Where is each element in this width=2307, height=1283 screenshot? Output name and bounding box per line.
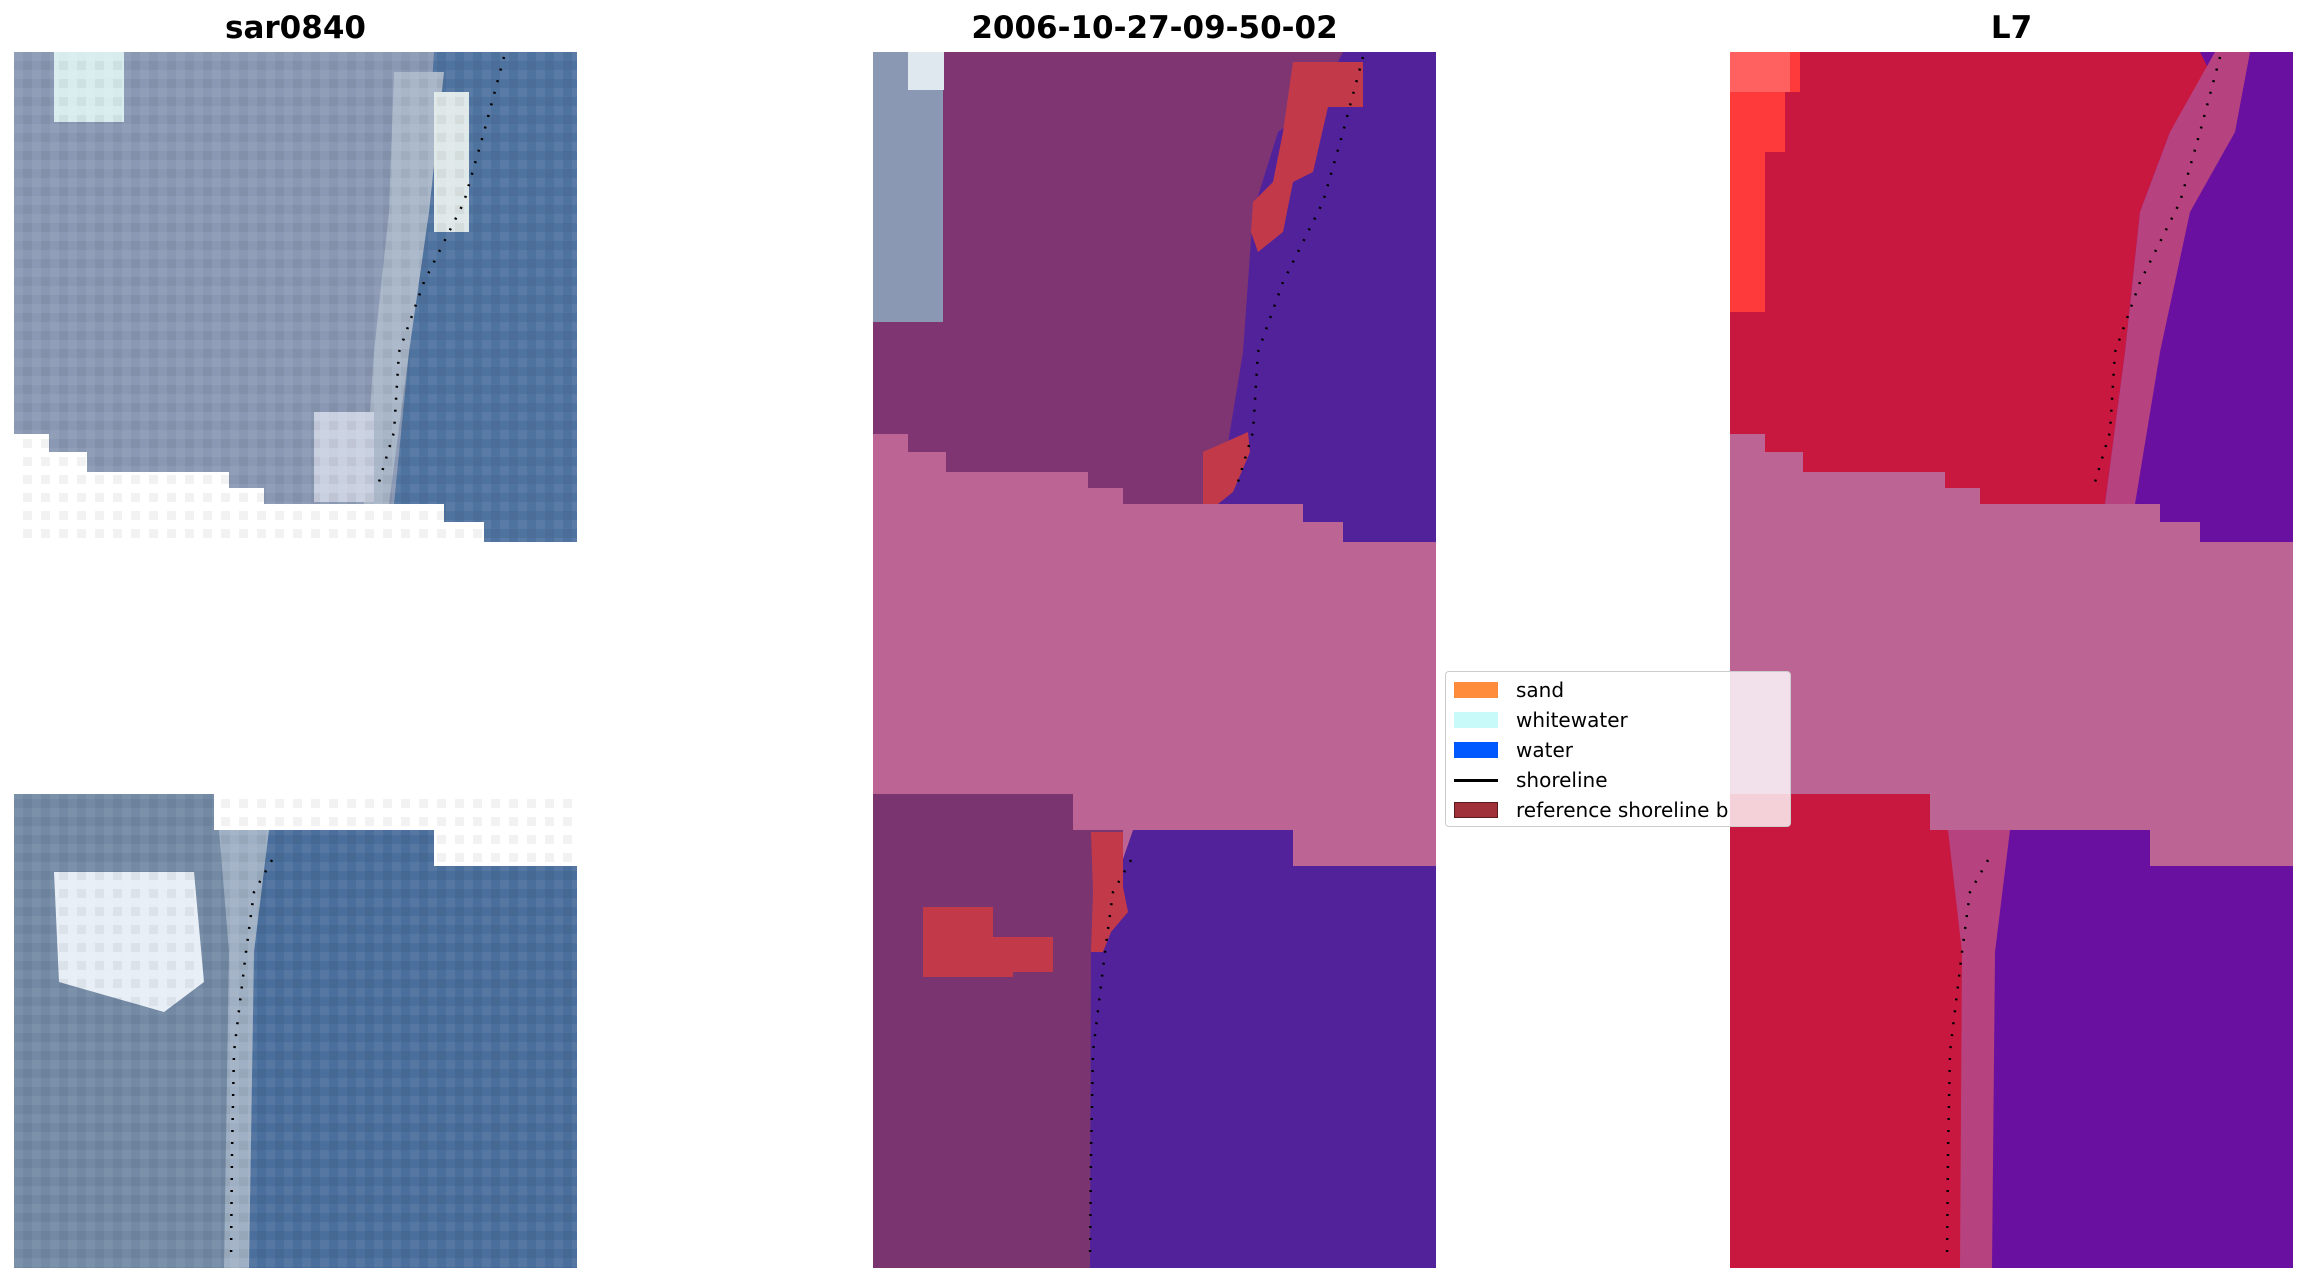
legend-line-shoreline	[1454, 778, 1498, 782]
legend-label-water: water	[1516, 738, 1573, 762]
legend-label-whitewater: whitewater	[1516, 708, 1628, 732]
legend-item-whitewater: whitewater	[1454, 707, 1628, 733]
class-water-upper	[1218, 52, 1436, 542]
legend-label-shoreline: shoreline	[1516, 768, 1608, 792]
legend-item-shoreline: shoreline	[1454, 767, 1608, 793]
panel-title-classification: 2006-10-27-09-50-02	[971, 10, 1338, 46]
nir-beach-upper	[2105, 52, 2250, 504]
class-land-lower	[873, 794, 1123, 1268]
nir-image-panel	[1730, 52, 2293, 1268]
legend-swatch-reference-shoreline	[1454, 802, 1498, 818]
rgb-image	[14, 52, 577, 1268]
legend-item-reference-shoreline: reference shoreline b	[1454, 797, 1728, 823]
legend: sand whitewater water shoreline referenc…	[1445, 671, 1791, 827]
legend-item-water: water	[1454, 737, 1573, 763]
panel-title-rgb: sar0840	[225, 10, 366, 46]
panel-title-nir: L7	[1990, 10, 2033, 46]
classification-image	[873, 52, 1436, 1268]
classification-panel	[873, 52, 1436, 1268]
nir-water-lower	[1980, 830, 2293, 1268]
class-reference-lower-a	[923, 907, 1053, 977]
legend-swatch-whitewater	[1454, 712, 1498, 728]
class-reference-lower-b	[1091, 832, 1128, 952]
class-water-lower	[1090, 830, 1436, 1268]
legend-swatch-water	[1454, 742, 1498, 758]
class-rgb-corner	[873, 52, 943, 322]
class-reference-upper-b	[1203, 432, 1250, 504]
legend-label-sand: sand	[1516, 678, 1565, 702]
legend-swatch-sand	[1454, 682, 1498, 698]
legend-item-sand: sand	[1454, 677, 1564, 703]
rgb-image-panel	[14, 52, 577, 1268]
class-reference-upper-a	[1251, 62, 1363, 252]
nir-bright-upper	[1730, 52, 1800, 312]
nir-land-lower	[1730, 794, 1980, 1268]
nir-image	[1730, 52, 2293, 1268]
legend-label-reference-shoreline: reference shoreline b	[1516, 798, 1729, 822]
nir-water-upper	[2105, 52, 2293, 542]
